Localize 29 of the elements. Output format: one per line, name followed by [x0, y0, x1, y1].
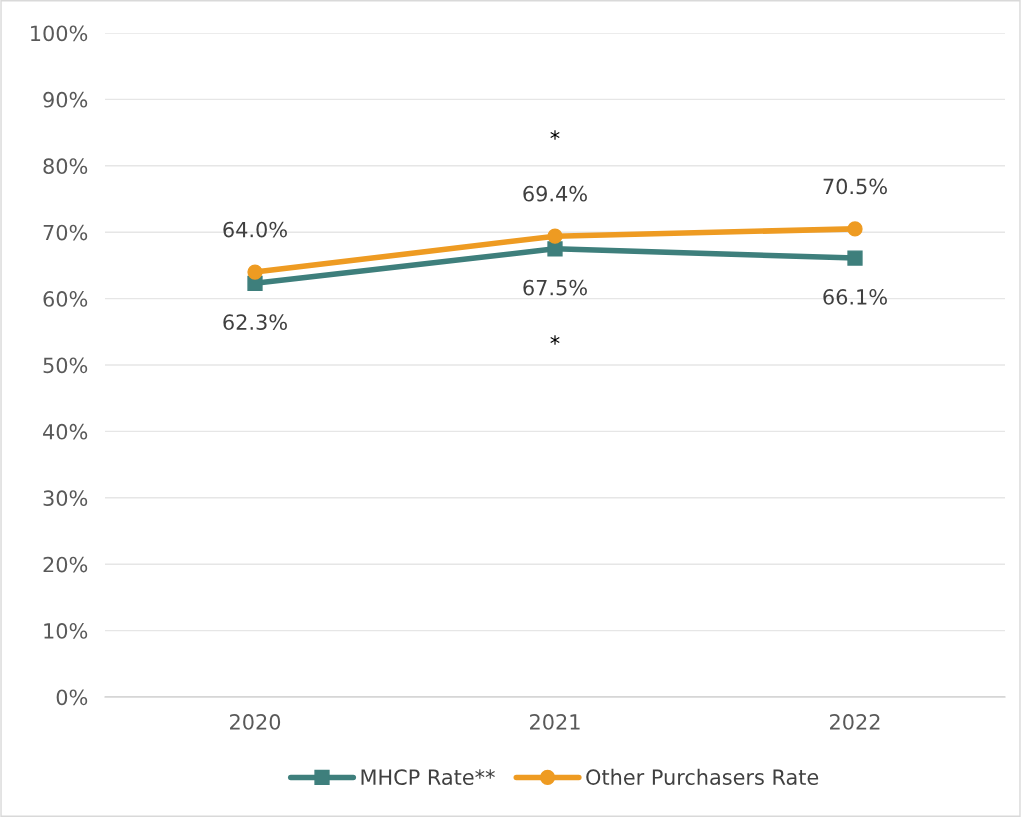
point [247, 264, 263, 280]
y-tick-label: 30% [43, 490, 88, 507]
x-tick-label: 2022 [830, 714, 880, 730]
x-tick-label: 2021 [530, 714, 580, 730]
legend-label: Other Purchasers Rate [586, 768, 819, 785]
point [847, 250, 863, 266]
point [547, 241, 563, 257]
y-tick-label: 40% [43, 423, 88, 440]
y-tick-label: 60% [43, 291, 88, 307]
x-tick-label: 2020 [230, 714, 281, 730]
data-label: 66.1% [823, 289, 887, 305]
y-tick-label: 50% [43, 357, 88, 374]
point [547, 228, 563, 244]
legend-label: MHCP Rate** [361, 769, 495, 785]
data-label: 69.4% [523, 185, 587, 202]
y-tick-label: 20% [43, 556, 88, 573]
annotation: * [550, 335, 560, 345]
y-tick-label: 80% [43, 158, 88, 175]
data-label: 70.5% [823, 178, 887, 195]
data-label: 62.3% [223, 314, 287, 331]
y-tick-label: 100% [31, 25, 88, 42]
data-label: 67.5% [523, 279, 587, 296]
data-label: 64.0% [223, 221, 287, 238]
y-tick-label: 0% [56, 689, 88, 706]
annotation: * [550, 130, 560, 140]
point [847, 221, 863, 237]
y-tick-label: 70% [43, 224, 88, 241]
y-tick-label: 10% [44, 623, 88, 639]
y-tick-label: 90% [43, 91, 88, 108]
